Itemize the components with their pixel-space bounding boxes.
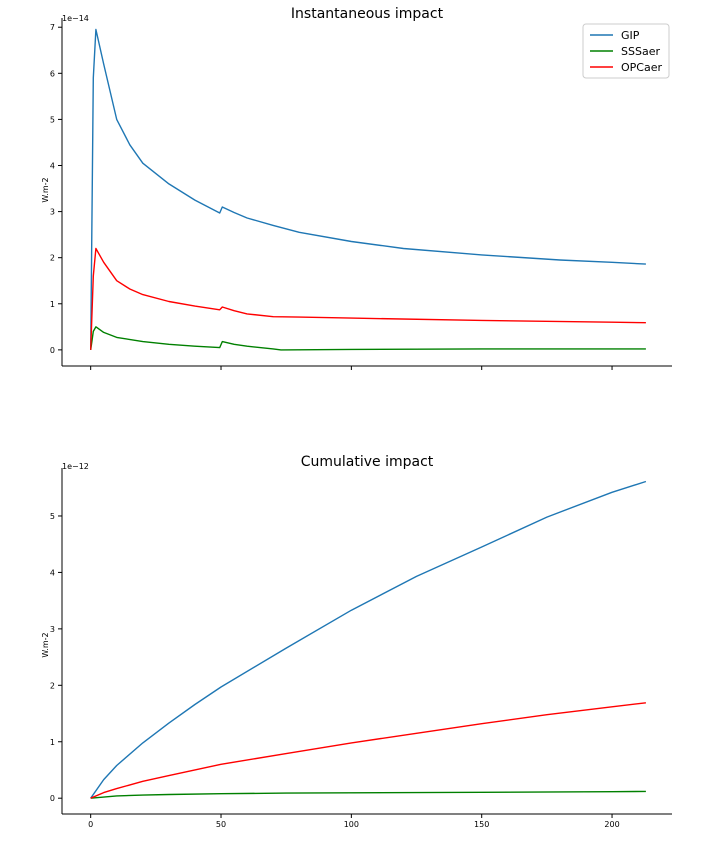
y-tick-label: 1 — [50, 738, 55, 747]
series-line-sssaer — [90, 790, 646, 799]
y-axis-label: W.m-2 — [41, 177, 50, 202]
legend-label-opcaer: OPCaer — [621, 61, 662, 74]
series-line-gip — [90, 480, 647, 799]
instantaneous-impact-chart: Instantaneous impact 1e−14 W.m-2 0 1 2 3 4 5 6… — [41, 6, 672, 370]
series-line-opcaer — [90, 702, 646, 799]
chart-title: Cumulative impact — [301, 454, 434, 470]
y-tick-label: 3 — [50, 208, 55, 217]
x-tick-label: 100 — [344, 820, 359, 829]
axis-ticks: 0 1 2 3 4 5 6 7 — [50, 23, 613, 370]
y-tick-label: 4 — [50, 161, 55, 170]
x-tick-label: 0 — [88, 820, 93, 829]
y-tick-label: 5 — [50, 512, 55, 521]
y-tick-label: 3 — [50, 625, 55, 634]
y-tick-label: 0 — [50, 346, 55, 355]
y-tick-label: 6 — [50, 69, 55, 78]
y-offset-label: 1e−14 — [62, 14, 89, 23]
x-tick-label: 50 — [216, 820, 226, 829]
series-line-gip — [90, 28, 646, 350]
y-offset-label: 1e−12 — [62, 462, 89, 471]
y-tick-label: 4 — [50, 568, 55, 577]
y-tick-label: 0 — [50, 794, 55, 803]
legend-label-gip: GIP — [621, 29, 640, 42]
series-lines — [90, 28, 646, 351]
y-tick-label: 2 — [50, 254, 55, 263]
series-lines — [90, 480, 647, 799]
x-tick-label: 150 — [474, 820, 489, 829]
y-tick-label: 5 — [50, 115, 55, 124]
series-line-sssaer — [90, 326, 646, 351]
y-axis-label: W.m-2 — [41, 632, 50, 657]
x-tick-label: 200 — [604, 820, 619, 829]
series-line-opcaer — [90, 247, 646, 350]
legend-frame — [582, 23, 670, 79]
legend-label-sssaer: SSSaer — [621, 45, 660, 58]
legend: GIP SSSaer OPCaer — [582, 23, 670, 79]
y-tick-label: 2 — [50, 681, 55, 690]
y-tick-label: 7 — [50, 23, 55, 32]
y-tick-label: 1 — [50, 300, 55, 309]
chart-title: Instantaneous impact — [291, 6, 444, 22]
